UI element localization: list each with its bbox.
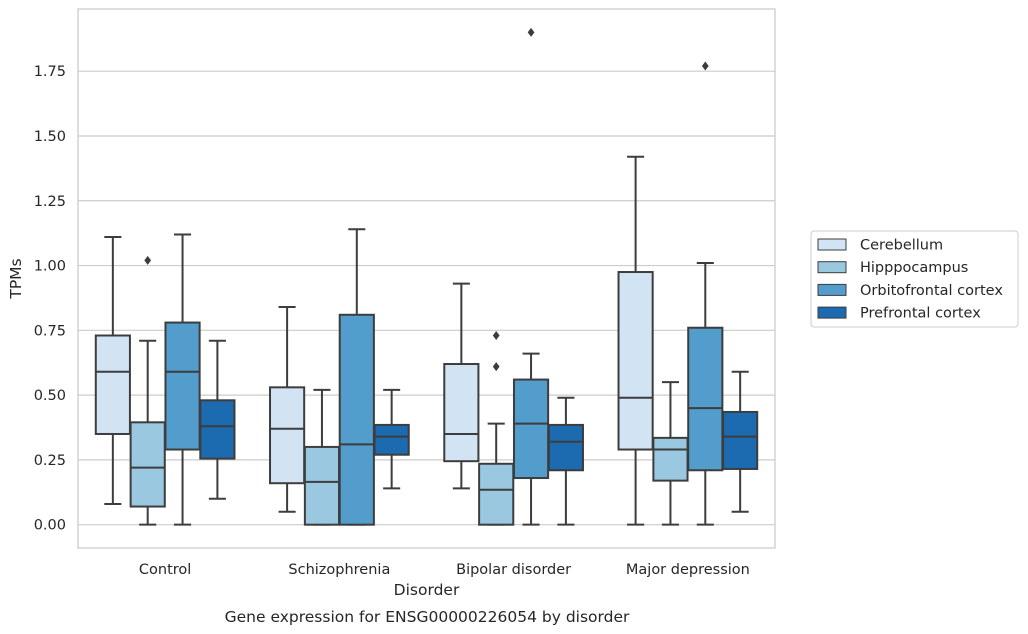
box-body — [269, 386, 306, 485]
x-tick-label: Major depression — [626, 562, 750, 578]
box-body — [199, 399, 236, 460]
y-tick-label: 0.50 — [34, 388, 66, 404]
box-0-1 — [129, 255, 166, 526]
box-0-0 — [94, 236, 131, 505]
legend-label: Orbitofrontal cortex — [860, 283, 1003, 299]
legend-swatch — [817, 261, 847, 274]
x-tick-label: Bipolar disorder — [456, 562, 571, 578]
box-body — [617, 271, 654, 451]
box-body — [443, 363, 480, 463]
box-body — [547, 423, 584, 472]
x-tick-label: Control — [139, 562, 191, 578]
box-0-3 — [199, 339, 236, 500]
legend-swatch — [817, 283, 847, 296]
box-body — [338, 313, 375, 526]
box-3-2 — [687, 61, 724, 526]
x-tick-label: Schizophrenia — [288, 562, 390, 578]
box-body — [652, 436, 689, 482]
box-1-2 — [338, 228, 375, 526]
box-body — [512, 378, 550, 480]
box-3-3 — [722, 370, 759, 513]
box-3-0 — [617, 155, 654, 526]
box-1-0 — [269, 306, 306, 513]
box-body — [94, 334, 131, 435]
y-tick-labels: 0.00 0.25 0.50 0.75 1.00 1.25 1.50 1.75 — [34, 64, 66, 533]
box-body — [303, 445, 341, 526]
outlier-point — [492, 331, 500, 341]
y-tick-label: 1.50 — [34, 129, 66, 145]
outlier-point — [144, 255, 152, 265]
box-body — [722, 410, 759, 470]
box-body — [373, 423, 410, 456]
figure-caption: Gene expression for ENSG00000226054 by d… — [225, 608, 630, 626]
y-tick-label: 1.25 — [34, 194, 66, 210]
legend-items: Cerebellum Hipppocampus Orbitofrontal cort… — [817, 238, 1003, 322]
box-0-2 — [164, 233, 201, 526]
x-tick-labels: Control Schizophrenia Bipolar disorder Majo… — [139, 562, 750, 578]
y-tick-label: 0.75 — [34, 323, 66, 339]
legend-label: Cerebellum — [860, 238, 943, 254]
legend-swatch — [817, 238, 847, 251]
outlier-point — [701, 61, 709, 71]
boxes — [94, 27, 759, 526]
box-2-0 — [443, 282, 480, 490]
box-1-1 — [303, 388, 341, 526]
legend-swatch — [817, 306, 847, 319]
y-axis-label: TPMs — [7, 258, 25, 299]
y-tick-label: 1.75 — [34, 64, 66, 80]
plot-frame — [77, 8, 776, 549]
legend: Cerebellum Hipppocampus Orbitofrontal cort… — [810, 230, 1019, 328]
legend-frame — [810, 230, 1019, 328]
outlier-point — [492, 362, 500, 372]
box-1-3 — [373, 388, 410, 490]
box-2-3 — [547, 396, 584, 526]
box-3-1 — [652, 381, 689, 526]
legend-label: Prefrontal cortex — [860, 306, 981, 322]
legend-label: Hipppocampus — [860, 260, 968, 276]
box-2-1 — [478, 331, 515, 526]
y-tick-label: 1.00 — [34, 259, 66, 275]
x-axis-label: Disorder — [394, 581, 460, 599]
y-tick-label: 0.00 — [34, 518, 66, 534]
box-body — [164, 321, 201, 451]
box-body — [478, 462, 515, 526]
outlier-point — [527, 27, 535, 37]
y-tick-label: 0.25 — [34, 453, 66, 469]
box-body — [129, 421, 166, 508]
box-body — [687, 326, 724, 472]
box-2-2 — [512, 27, 550, 526]
